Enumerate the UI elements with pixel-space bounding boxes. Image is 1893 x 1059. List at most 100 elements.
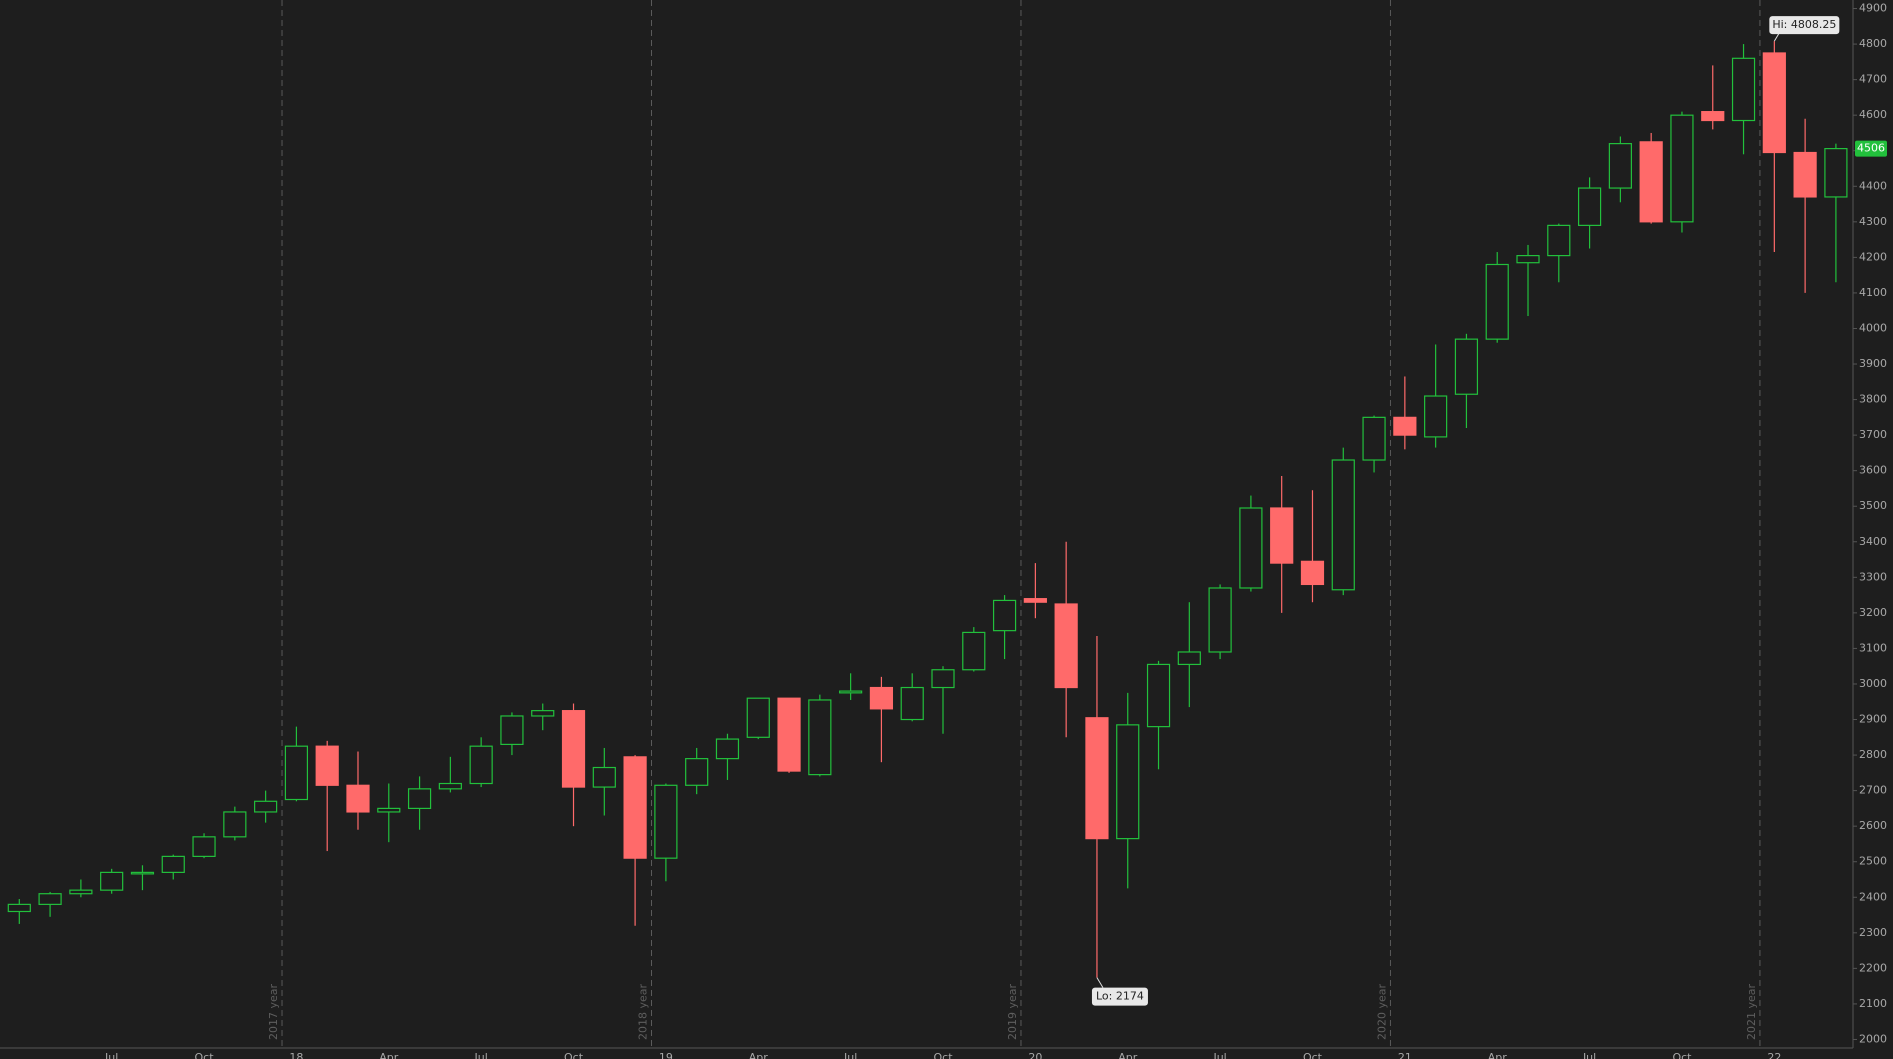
y-tick-label: 2900: [1859, 713, 1887, 726]
x-tick-label: Oct: [564, 1051, 584, 1059]
candle-body: [7, 903, 31, 913]
candle-body: [69, 889, 93, 895]
candle-body: [715, 738, 740, 760]
candle-body: [900, 686, 924, 721]
last-price-label: 4506: [1857, 142, 1885, 155]
candle-body: [161, 855, 185, 873]
y-tick-label: 4200: [1859, 250, 1887, 263]
candle-body: [592, 766, 616, 788]
candle-body: [1208, 587, 1232, 653]
x-tick-label: Oct: [933, 1051, 953, 1059]
high-annotation: Hi: 4808.25: [1772, 18, 1836, 31]
x-tick-label: 20: [1028, 1051, 1042, 1059]
candle-body: [254, 800, 278, 813]
y-tick-label: 4300: [1859, 215, 1887, 228]
candle-body: [1762, 52, 1786, 154]
candle-body: [1485, 263, 1509, 340]
x-tick-label: Oct: [195, 1051, 215, 1059]
annotation-pointer: [1096, 977, 1104, 988]
candle-body: [1362, 416, 1386, 461]
year-label: 2019 year: [1006, 983, 1019, 1040]
y-tick-label: 4400: [1859, 179, 1887, 192]
x-tick-label: 21: [1398, 1051, 1412, 1059]
candle-body: [839, 690, 863, 694]
candle-body: [1639, 141, 1663, 223]
x-tick-label: 19: [659, 1051, 673, 1059]
y-tick-label: 3300: [1859, 570, 1887, 583]
candle-body: [1516, 255, 1540, 264]
candle-body: [469, 745, 493, 785]
y-tick-label: 3600: [1859, 464, 1887, 477]
candle-body: [746, 697, 770, 738]
candle-body: [1454, 338, 1479, 395]
candle-body: [500, 715, 524, 746]
x-tick-label: Oct: [1672, 1051, 1692, 1059]
candle-body: [346, 784, 370, 813]
candle-body: [1424, 395, 1448, 438]
candle-body: [1116, 724, 1140, 840]
x-tick-label: Jul: [843, 1051, 857, 1059]
candle-body: [1824, 147, 1848, 198]
candle-body: [1701, 111, 1725, 122]
candle-body: [192, 836, 216, 857]
x-tick-label: Apr: [749, 1051, 769, 1059]
candle-body: [38, 893, 62, 905]
x-tick-label: Apr: [1118, 1051, 1138, 1059]
year-label: 2021 year: [1745, 983, 1758, 1040]
candle-body: [1239, 507, 1263, 589]
y-tick-label: 2500: [1859, 855, 1887, 868]
y-tick-label: 4700: [1859, 73, 1887, 86]
candle-body: [1793, 151, 1817, 198]
year-label: 2020 year: [1375, 983, 1388, 1040]
y-tick-label: 2000: [1859, 1032, 1887, 1045]
candle-body: [438, 782, 462, 790]
y-tick-label: 3700: [1859, 428, 1887, 441]
last-price-tag: [1855, 140, 1887, 157]
y-tick-label: 4600: [1859, 108, 1887, 121]
annotation-box: [1769, 16, 1840, 35]
candle-body: [962, 631, 986, 671]
annotation-box: [1091, 987, 1148, 1006]
candle-body: [377, 807, 401, 813]
y-tick-label: 4900: [1859, 2, 1887, 15]
candle-body: [407, 788, 432, 809]
y-tick-label: 3900: [1859, 357, 1887, 370]
y-tick-label: 3000: [1859, 677, 1887, 690]
candle-body: [992, 599, 1017, 632]
candle-body: [1393, 416, 1417, 436]
candle-body: [315, 745, 339, 786]
y-tick-label: 2200: [1859, 961, 1887, 974]
x-tick-label: Jul: [474, 1051, 488, 1059]
year-label: 2017 year: [267, 983, 280, 1040]
candle-body: [1577, 187, 1602, 226]
candle-body: [1054, 603, 1078, 689]
candle-body: [1731, 57, 1756, 122]
y-tick-label: 2800: [1859, 748, 1887, 761]
candle-body: [284, 745, 309, 801]
y-tick-label: 2100: [1859, 997, 1887, 1010]
candle-body: [777, 697, 801, 772]
y-tick-label: 2400: [1859, 890, 1887, 903]
x-tick-label: Jul: [1212, 1051, 1226, 1059]
candle-body: [869, 686, 894, 710]
x-tick-label: Apr: [1488, 1051, 1508, 1059]
candle-body: [1670, 114, 1694, 223]
candle-body: [100, 871, 124, 891]
y-tick-label: 3800: [1859, 393, 1887, 406]
candle-body: [561, 710, 586, 788]
candle-body: [531, 710, 555, 717]
y-tick-label: 3100: [1859, 641, 1887, 654]
candle-body: [1331, 459, 1355, 591]
y-tick-label: 3500: [1859, 499, 1887, 512]
y-tick-label: 4800: [1859, 37, 1887, 50]
x-tick-label: Jul: [1582, 1051, 1596, 1059]
candle-body: [654, 784, 678, 859]
x-tick-label: Jul: [104, 1051, 118, 1059]
y-tick-label: 2300: [1859, 926, 1887, 939]
low-annotation: Lo: 2174: [1096, 990, 1144, 1003]
candle-body: [1177, 651, 1201, 666]
year-label: 2018 year: [636, 983, 649, 1040]
x-tick-label: Apr: [379, 1051, 399, 1059]
